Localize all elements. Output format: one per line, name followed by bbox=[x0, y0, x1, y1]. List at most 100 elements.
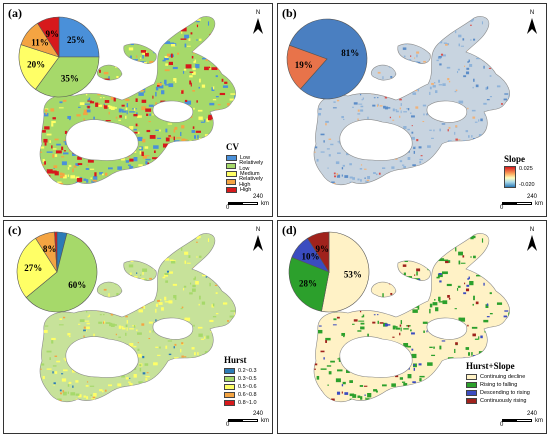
scale-start: 0 bbox=[226, 422, 230, 428]
pie-slice bbox=[25, 232, 98, 313]
pie-label: 28% bbox=[299, 279, 317, 289]
pie-slice bbox=[307, 231, 330, 274]
legend-label: Descending to rising bbox=[480, 390, 530, 396]
pie-slice bbox=[35, 56, 100, 98]
legend-swatch bbox=[226, 171, 237, 177]
legend-item: 0.8~1.0 bbox=[224, 399, 257, 407]
legend-label: Continuously rising bbox=[480, 398, 527, 404]
legend-label: Rising to falling bbox=[480, 382, 518, 388]
pie-slice bbox=[286, 44, 328, 90]
legend-swatch bbox=[224, 368, 235, 374]
pie-slice bbox=[289, 18, 368, 100]
legend-title: Slope bbox=[504, 154, 526, 164]
pie-slice bbox=[37, 16, 60, 59]
scale-bar-graphic bbox=[502, 419, 532, 422]
legend-swatch bbox=[224, 384, 235, 390]
legend-swatch bbox=[224, 392, 235, 398]
legend-swatch bbox=[224, 376, 235, 382]
legend-title: CV bbox=[226, 142, 239, 152]
ramp-min: -0.020 bbox=[519, 182, 535, 188]
legend-item: 0.3~0.5 bbox=[224, 375, 257, 383]
scale-end: 240 bbox=[253, 194, 264, 200]
scale-start: 0 bbox=[500, 422, 504, 428]
north-label: N bbox=[255, 227, 261, 233]
north-arrow-icon: N bbox=[524, 10, 540, 36]
legend-item: Relatively High bbox=[226, 176, 272, 188]
legend-swatch bbox=[226, 163, 237, 169]
legend-item: Descending to rising bbox=[466, 389, 530, 397]
pie-label: 19% bbox=[295, 60, 313, 70]
legend-label: 0.8~1.0 bbox=[238, 400, 257, 406]
scale-unit: km bbox=[261, 201, 269, 207]
pie-chart-cv: 25% 35% 20% 11%9% bbox=[18, 16, 100, 98]
legend-hurst: Hurst 0.2~0.3 0.3~0.5 0.5~0.6 0.6~0.8 0.… bbox=[224, 355, 257, 407]
panel-label: (c) bbox=[8, 223, 22, 237]
pie-label: 81% bbox=[341, 48, 359, 58]
panel-slope: (b) 81% 19% N Slope 0.025 -0.020 0 240 km bbox=[277, 3, 547, 217]
scale-unit: km bbox=[261, 418, 269, 424]
pie-label: 25% bbox=[67, 35, 85, 45]
north-label: N bbox=[255, 10, 261, 16]
panel-cv: (a) 25% 35% 20% 11% 9% N CV Low Relatively L… bbox=[3, 3, 273, 217]
legend-swatch bbox=[466, 398, 477, 404]
legend-hurst-slope: Hurst+Slope Continuing decline Rising to… bbox=[466, 361, 530, 405]
pie-chart-hurst-slope: 53% 28% 10%9% bbox=[288, 231, 370, 313]
scale-end: 240 bbox=[253, 411, 264, 417]
legend-label: Relatively Low bbox=[239, 160, 264, 172]
pie-label: 8% bbox=[43, 244, 57, 254]
panel-hurst-slope: (d) 53% 28% 10% 9% N Hurst+Slope Continuing… bbox=[277, 220, 547, 434]
scale-end: 240 bbox=[527, 411, 538, 417]
pie-slice bbox=[288, 256, 330, 312]
north-label: N bbox=[529, 227, 535, 233]
legend-title: Hurst bbox=[224, 355, 247, 365]
legend-label: 0.3~0.5 bbox=[238, 376, 257, 382]
legend-swatch bbox=[466, 374, 477, 380]
scale-bar-graphic bbox=[228, 202, 258, 205]
scale-end: 240 bbox=[527, 194, 538, 200]
legend-label: Relatively High bbox=[239, 176, 263, 188]
panel-hurst: (c) 4% 60% 27%8% 1% N Hurst 0.2~0.3 0.3~0.5… bbox=[3, 220, 273, 434]
legend-label: Low bbox=[240, 155, 251, 161]
pie-slice bbox=[321, 231, 370, 313]
pie-label: 27% bbox=[24, 263, 42, 273]
legend-swatch bbox=[224, 400, 235, 406]
north-arrow-icon: N bbox=[250, 227, 266, 253]
color-ramp bbox=[504, 166, 516, 188]
ramp-max: 0.025 bbox=[519, 166, 533, 172]
legend-swatch bbox=[226, 179, 237, 185]
legend-label: High bbox=[240, 187, 252, 193]
legend-item: Continuously rising bbox=[466, 397, 530, 405]
scale-start: 0 bbox=[226, 205, 230, 211]
scale-unit: km bbox=[535, 418, 543, 424]
legend-item: 0.6~0.8 bbox=[224, 391, 257, 399]
pie-label: 1% bbox=[49, 229, 63, 230]
north-label: N bbox=[529, 10, 535, 16]
panel-label: (a) bbox=[8, 6, 22, 20]
scale-bar-graphic bbox=[502, 202, 532, 205]
pie-slice bbox=[16, 237, 58, 298]
pie-slice bbox=[58, 16, 100, 58]
legend-item: 0.5~0.6 bbox=[224, 383, 257, 391]
legend-item: High bbox=[226, 186, 272, 194]
north-arrow-icon: N bbox=[524, 227, 540, 253]
north-arrow-icon: N bbox=[250, 10, 266, 36]
legend-title: Hurst+Slope bbox=[466, 361, 515, 371]
pie-label: 53% bbox=[344, 269, 362, 279]
panel-label: (b) bbox=[282, 6, 297, 20]
legend-slope: Slope 0.025 -0.020 bbox=[504, 154, 543, 188]
legend-item: Rising to falling bbox=[466, 381, 530, 389]
pie-label: 35% bbox=[61, 73, 79, 83]
legend-item: Low bbox=[226, 154, 272, 162]
legend-item: 0.2~0.3 bbox=[224, 367, 257, 375]
legend-label: Medium bbox=[240, 171, 260, 177]
pie-slice bbox=[54, 231, 58, 273]
pie-chart-slope: 81% 19% bbox=[286, 18, 368, 100]
legend-item: Medium bbox=[226, 170, 272, 178]
pie-label: 11% bbox=[31, 37, 49, 47]
pie-label: 20% bbox=[27, 59, 45, 69]
legend-label: 0.2~0.3 bbox=[238, 368, 257, 374]
scale-start: 0 bbox=[500, 205, 504, 211]
legend-label: 0.6~0.8 bbox=[238, 392, 257, 398]
legend-label: Continuing decline bbox=[480, 374, 526, 380]
pie-label: 9% bbox=[316, 244, 330, 254]
